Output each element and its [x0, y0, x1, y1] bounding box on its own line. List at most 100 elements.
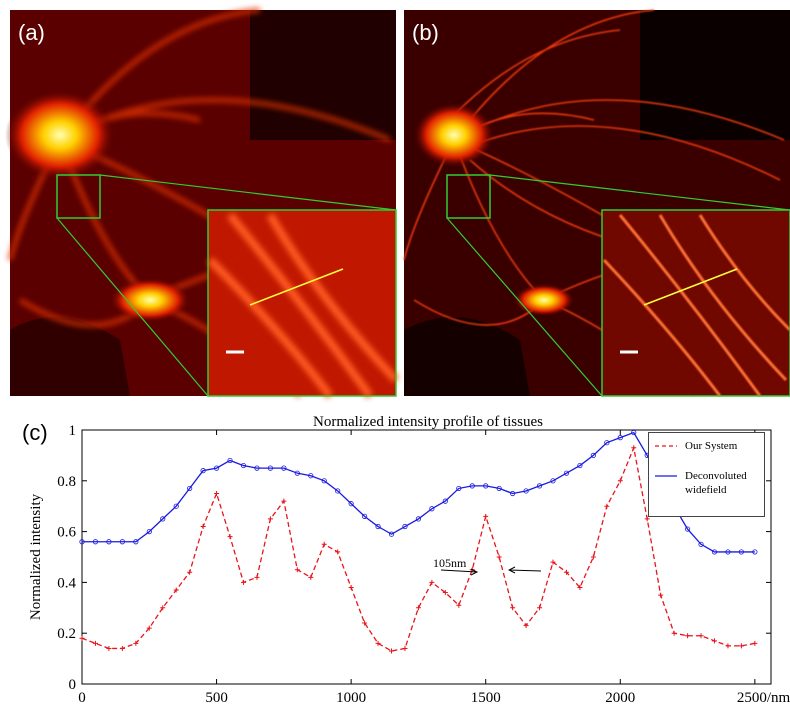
- marker: [577, 462, 583, 469]
- marker: [361, 513, 368, 519]
- y-tick-label: 0: [69, 677, 77, 693]
- marker: [375, 640, 381, 646]
- legend-label: Deconvoluted widefield: [685, 470, 747, 496]
- marker: [456, 602, 462, 608]
- marker: [267, 516, 273, 522]
- marker: [213, 465, 220, 471]
- marker: [456, 485, 462, 492]
- marker: [590, 554, 596, 560]
- y-tick-label: 0.6: [57, 525, 76, 541]
- marker: [510, 490, 516, 497]
- x-tick-label: 2500/nm: [737, 690, 790, 705]
- annotation: 105nm: [433, 556, 467, 570]
- marker: [577, 584, 583, 590]
- marker: [483, 483, 489, 489]
- y-tick-label: 1: [69, 423, 77, 439]
- marker: [442, 498, 448, 504]
- marker: [227, 457, 233, 464]
- marker: [537, 605, 543, 611]
- image-b: [403, 9, 790, 397]
- marker: [187, 485, 193, 492]
- marker: [415, 516, 422, 522]
- marker: [308, 473, 314, 479]
- y-tick-label: 0.2: [57, 626, 76, 642]
- marker: [321, 541, 327, 547]
- marker: [563, 470, 570, 476]
- panel-label: (a): [18, 20, 45, 45]
- marker: [671, 630, 677, 636]
- legend-swatch: [655, 445, 677, 447]
- plot-frame: [81, 429, 772, 685]
- marker: [254, 465, 260, 471]
- marker: [725, 549, 731, 555]
- marker: [200, 468, 206, 474]
- y-tick-label: 0.4: [57, 575, 76, 591]
- marker: [402, 523, 408, 530]
- marker: [214, 491, 220, 496]
- marker: [133, 640, 139, 646]
- marker: [752, 640, 758, 646]
- legend: Our System Deconvoluted widefield: [648, 432, 765, 517]
- marker: [160, 605, 166, 611]
- marker: [308, 574, 314, 580]
- marker: [160, 516, 166, 522]
- marker: [523, 623, 529, 629]
- marker: [281, 465, 287, 471]
- marker: [469, 483, 475, 489]
- marker: [550, 559, 556, 565]
- image-a: [5, 7, 399, 399]
- marker: [698, 633, 704, 639]
- legend-entry: Our System: [653, 439, 761, 453]
- legend-swatch: [655, 475, 677, 477]
- chart-title: Normalized intensity profile of tissues: [313, 414, 543, 430]
- marker: [684, 526, 691, 532]
- marker: [133, 539, 139, 545]
- marker: [240, 579, 246, 585]
- marker: [106, 539, 112, 545]
- marker: [173, 503, 179, 509]
- marker: [79, 539, 85, 545]
- marker: [92, 539, 99, 545]
- y-tick-label: 0.8: [57, 474, 76, 490]
- marker: [496, 554, 502, 560]
- series-line: [81, 445, 755, 652]
- marker: [631, 429, 637, 436]
- marker: [496, 485, 502, 492]
- marker: [617, 478, 623, 484]
- marker: [617, 435, 623, 441]
- marker: [79, 635, 85, 641]
- marker: [335, 549, 341, 555]
- marker: [321, 478, 327, 484]
- marker: [536, 483, 543, 489]
- marker: [644, 516, 650, 522]
- marker: [267, 465, 273, 471]
- marker: [590, 452, 596, 458]
- marker: [725, 643, 731, 649]
- x-tick-label: 500: [205, 690, 228, 705]
- marker: [415, 605, 421, 611]
- marker: [389, 648, 395, 654]
- x-tick-label: 1000: [336, 690, 366, 705]
- marker: [335, 488, 341, 494]
- marker: [604, 503, 610, 509]
- marker: [281, 498, 287, 504]
- marker: [348, 501, 354, 507]
- marker: [483, 513, 489, 519]
- x-tick-label: 1500: [471, 690, 501, 705]
- marker: [348, 584, 354, 590]
- marker: [604, 440, 610, 446]
- marker: [698, 541, 704, 547]
- panel-label: (b): [412, 20, 439, 45]
- marker: [227, 534, 233, 540]
- legend-entry: Deconvoluted widefield: [653, 469, 761, 497]
- x-tick-label: 0: [78, 690, 86, 705]
- marker: [738, 549, 744, 555]
- marker: [429, 506, 435, 512]
- marker: [563, 569, 569, 575]
- marker: [173, 587, 179, 593]
- marker: [523, 488, 529, 494]
- annotation-arrow: [507, 566, 542, 574]
- legend-label: Our System: [685, 440, 738, 452]
- annotation-arrow: [440, 568, 479, 576]
